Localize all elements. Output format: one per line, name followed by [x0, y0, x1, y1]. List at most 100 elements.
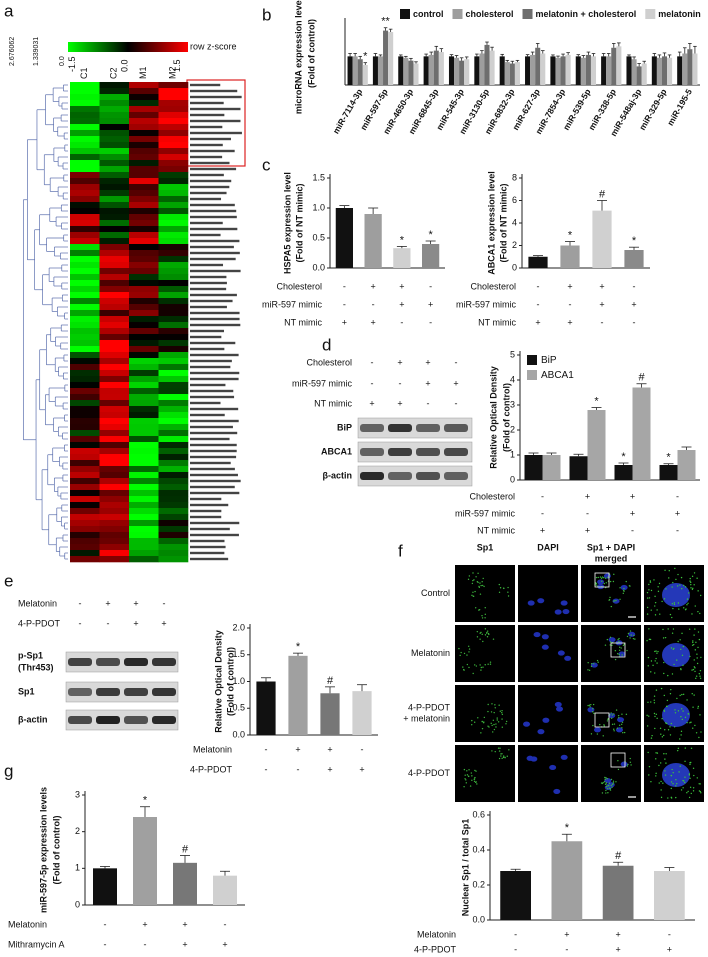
heatmap-cell [70, 370, 100, 377]
stain-dot [646, 613, 649, 615]
stain-dot [592, 724, 594, 727]
heatmap-cell [99, 394, 130, 401]
stain-dot [604, 577, 607, 580]
heatmap-cell [129, 538, 159, 545]
stain-dot [466, 774, 469, 776]
stain-dot [692, 767, 695, 770]
heatmap-cell [158, 436, 189, 443]
stain-dot [700, 792, 702, 794]
condition-sign: - [104, 939, 107, 949]
stain-dot [627, 632, 630, 635]
stain-dot [621, 727, 623, 729]
y-tick-label: 1 [510, 449, 515, 459]
heatmap-cell [99, 124, 130, 131]
row-label-stub [190, 539, 225, 543]
stain-dot [622, 644, 625, 647]
stain-dot [655, 752, 657, 754]
row-label-stub [190, 317, 240, 321]
stain-dot [698, 673, 701, 675]
condition-label: Cholesterol [276, 281, 322, 291]
stain-dot [694, 670, 696, 673]
bar [535, 47, 541, 85]
heatmap-cell [158, 184, 189, 191]
stain-dot [680, 715, 682, 718]
heatmap-cell [129, 508, 159, 515]
blot-band [444, 448, 468, 456]
row-label-stub [190, 95, 242, 99]
bar [499, 56, 505, 85]
stain-dot [474, 781, 477, 784]
significance-marker: * [621, 451, 626, 463]
heatmap-cell [70, 430, 100, 437]
heatmap-cell [129, 394, 159, 401]
stain-dot [662, 782, 664, 784]
row-label-stub [190, 413, 225, 417]
significance-marker: * [143, 795, 148, 807]
stain-dot [688, 592, 690, 594]
heatmap-cell [99, 430, 130, 437]
stain-dot [656, 609, 658, 611]
stain-dot [681, 718, 684, 721]
stain-dot [619, 598, 621, 601]
heatmap-cell [99, 502, 130, 509]
condition-label: 4-P-PDOT [190, 764, 233, 774]
row-label-stub [190, 329, 224, 333]
stain-dot [478, 586, 481, 589]
blot-row-label: (Thr453) [18, 662, 54, 672]
stain-dot [683, 780, 685, 782]
nucleus [541, 634, 549, 640]
bar [433, 50, 439, 85]
condition-sign: + [327, 764, 332, 774]
blot-band [68, 716, 92, 724]
stain-dot [609, 644, 611, 646]
stain-dot [507, 595, 510, 597]
stain-dot [676, 585, 679, 587]
heatmap-cell [70, 208, 100, 215]
stain-dot [480, 732, 482, 734]
nucleus [594, 727, 602, 733]
stain-dot [689, 763, 691, 766]
y-tick-label: 0.0 [232, 729, 245, 739]
stain-dot [673, 647, 675, 650]
stain-dot [625, 713, 628, 716]
bar [677, 450, 696, 480]
heatmap-cell [70, 544, 100, 551]
heatmap-cell [158, 466, 189, 473]
heatmap-cell [129, 304, 159, 311]
heatmap-cell [99, 442, 130, 449]
stain-dot [663, 694, 665, 697]
heatmap-cell [129, 556, 159, 563]
heatmap-cell [99, 472, 130, 479]
stain-dot [480, 669, 482, 671]
condition-sign: + [370, 281, 375, 291]
stain-dot [488, 726, 490, 728]
stain-dot [663, 710, 666, 712]
stain-dot [501, 709, 503, 712]
stain-dot [605, 789, 607, 792]
stain-dot [621, 721, 624, 723]
y-axis-label: ABCA1 expression level [486, 171, 496, 275]
stain-dot [493, 711, 495, 714]
heatmap-cell [158, 274, 189, 281]
heatmap-cell [158, 220, 189, 227]
row-label-stub [190, 173, 224, 177]
y-axis-label: HSPA5 expression level [282, 172, 292, 274]
condition-sign: - [676, 525, 679, 535]
heatmap-cell [99, 106, 130, 113]
heatmap-cell [158, 298, 189, 305]
stain-dot [501, 753, 503, 755]
stain-dot [700, 731, 702, 733]
heatmap-cell [99, 544, 130, 551]
stain-dot [481, 581, 483, 583]
heatmap-cell [99, 490, 130, 497]
y-tick-label: 6 [512, 195, 517, 205]
stain-dot [666, 722, 668, 725]
stain-dot [654, 650, 656, 653]
heatmap-cell [99, 400, 130, 407]
heatmap-cell [70, 472, 100, 479]
stain-dot [670, 647, 673, 649]
row-label-stub [190, 497, 222, 501]
heatmap-cell [158, 478, 189, 485]
colorbar [68, 42, 188, 52]
condition-sign: - [676, 491, 679, 501]
